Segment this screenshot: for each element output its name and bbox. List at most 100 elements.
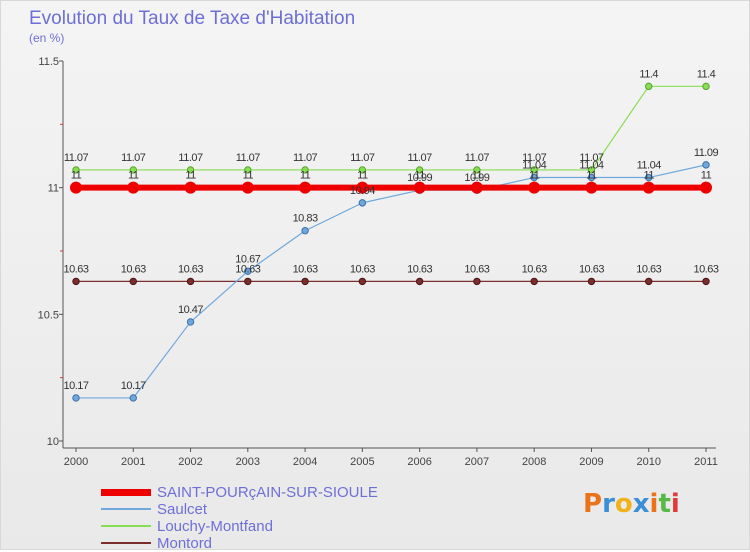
x-tick-label: 2008 [522,456,546,468]
series-line-1 [76,164,707,399]
data-point [358,199,367,207]
logo-letter: P [583,489,603,519]
data-label: 11.07 [121,152,146,164]
y-tick-label: 10.5 [38,309,59,321]
data-point [72,166,80,174]
data-point [702,161,710,169]
data-point [473,277,481,286]
x-tick-label: 2011 [694,456,718,468]
data-point [299,181,312,194]
data-label: 11.09 [694,147,719,159]
data-label: 11 [243,170,254,182]
data-label: 11 [300,170,311,182]
logo-letter: o [614,489,633,519]
data-label: 11 [128,170,139,182]
data-point [358,166,367,174]
data-label: 10.63 [63,263,88,275]
data-point [473,166,481,174]
data-label: 11.04 [637,160,662,172]
x-tick-label: 2010 [636,456,660,468]
data-point [244,166,252,174]
data-point [186,166,195,174]
data-point [72,394,80,402]
x-tick-label: 2005 [350,456,374,468]
logo-letter: x [632,489,650,519]
data-point [301,227,309,235]
x-tick-label: 2009 [579,456,603,468]
data-label: 11.04 [579,160,604,172]
data-label: 10.63 [350,263,375,275]
data-label: 10.94 [350,185,375,197]
data-point [186,318,195,326]
legend-swatch [101,508,151,510]
data-point [244,267,252,275]
logo-letter: r [602,489,615,519]
x-tick-label: 2000 [64,456,88,468]
data-point [645,173,653,182]
y-tick-label: 10 [47,436,59,448]
chart-unit-label: (en %) [29,31,65,45]
data-point [127,181,140,194]
data-label: 11.07 [293,152,318,164]
data-label: 10.63 [121,263,146,275]
data-label: 10.83 [293,213,318,225]
data-label: 11.07 [178,152,203,164]
data-point [415,166,424,174]
data-point [587,166,596,174]
data-label: 11 [357,170,368,182]
data-label: 10.99 [407,172,432,184]
logo-letter: t [658,489,671,519]
data-label: 11 [472,170,483,182]
data-label: 10.63 [178,263,203,275]
y-tick-label: 11.5 [38,56,59,68]
data-label: 10.63 [693,263,718,275]
legend-label: Saulcet [157,501,208,518]
data-label: 11.07 [64,152,89,164]
data-point [415,277,424,286]
data-point [642,181,655,194]
data-label: 10.63 [636,263,661,275]
data-label: 10.63 [293,263,318,275]
data-label: 11 [414,170,425,182]
data-point [241,181,254,194]
data-point [186,277,195,286]
data-label: 11 [644,170,655,182]
data-point [530,166,538,174]
x-tick-label: 2002 [178,456,202,468]
legend-label: SAINT-POURçAIN-SUR-SIOULE [157,484,378,501]
data-label: 10.63 [235,263,260,275]
data-label: 11.07 [408,152,433,164]
data-point [585,181,598,194]
data-point [129,277,137,286]
data-label: 10.63 [464,263,489,275]
logo-letter: i [649,489,659,519]
data-point [645,277,653,286]
legend-swatch [101,488,151,496]
data-point [129,394,137,402]
data-point [530,277,538,286]
data-label: 10.17 [63,380,88,392]
data-label: 11 [529,170,540,182]
data-point [72,277,80,286]
x-tick-label: 2007 [465,456,489,468]
data-label: 11.4 [697,68,716,80]
data-point [702,82,710,91]
data-point [645,82,653,91]
data-label: 11.07 [579,152,604,164]
data-point [244,277,252,286]
data-label: 11 [71,170,82,182]
data-label: 10.99 [464,172,489,184]
data-point [358,277,367,286]
data-point [301,166,309,174]
logo-letter: i [670,489,680,519]
data-point [301,277,309,286]
data-label: 10.47 [178,304,203,316]
data-label: 11.07 [350,152,375,164]
y-tick-label: 11 [48,183,59,195]
chart-title: Evolution du Taux de Taxe d'Habitation [29,8,356,29]
data-point [356,181,369,194]
data-label: 10.63 [522,263,547,275]
data-label: 11 [185,170,196,182]
